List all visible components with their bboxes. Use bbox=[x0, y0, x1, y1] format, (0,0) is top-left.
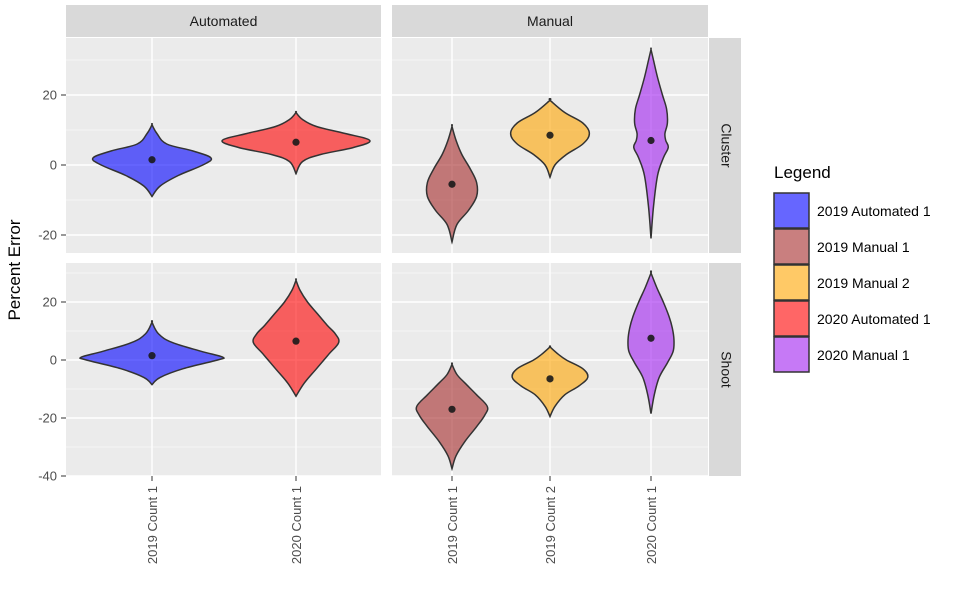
legend-label: 2020 Manual 1 bbox=[817, 347, 910, 363]
axes-layer: -20 0 20 -40 -20 0 20 2019 Count 1 2020 Count 1 2… bbox=[38, 88, 659, 565]
panels-layer bbox=[66, 38, 708, 477]
y-tick-label: 0 bbox=[50, 158, 57, 173]
mean-point bbox=[546, 375, 554, 383]
y-tick-label: -20 bbox=[38, 411, 57, 426]
mean-point bbox=[292, 138, 300, 146]
violin-2020-manual-1-shoot bbox=[627, 270, 675, 414]
legend-label: 2019 Manual 2 bbox=[817, 275, 910, 291]
mean-point bbox=[647, 136, 655, 145]
legend-title: Legend bbox=[774, 163, 831, 182]
mean-point bbox=[292, 337, 300, 345]
strip-manual bbox=[392, 5, 708, 37]
x-tick-label: 2020 Count 1 bbox=[644, 486, 659, 564]
y-tick-label: 0 bbox=[50, 353, 57, 368]
mean-point bbox=[448, 180, 456, 188]
violin-2019-manual-1-shoot bbox=[415, 362, 489, 472]
legend-label: 2019 Manual 1 bbox=[817, 239, 910, 255]
strips-layer: Automated Manual Cluster Shoot bbox=[66, 5, 741, 476]
x-tick-label: 2019 Count 1 bbox=[445, 486, 460, 564]
mean-point bbox=[148, 352, 156, 360]
legend-key-2019-automated-1 bbox=[773, 192, 810, 229]
mean-point bbox=[448, 405, 456, 413]
strip-label-automated: Automated bbox=[190, 13, 258, 29]
strip-label-manual: Manual bbox=[527, 13, 573, 29]
mean-point bbox=[647, 334, 655, 342]
y-tick-label: -40 bbox=[38, 469, 57, 484]
legend-key-2020-manual-1 bbox=[773, 336, 810, 373]
strip-label-shoot: Shoot bbox=[718, 351, 734, 388]
strip-label-cluster: Cluster bbox=[718, 123, 734, 168]
strip-cluster bbox=[709, 38, 741, 253]
mean-point bbox=[148, 156, 156, 164]
legend-label: 2020 Automated 1 bbox=[817, 311, 931, 327]
strip-shoot bbox=[709, 263, 741, 476]
y-axis-title: Percent Error bbox=[5, 219, 24, 320]
x-tick-label: 2019 Count 1 bbox=[145, 486, 160, 564]
legend: Legend 2019 Automated 1 2019 Manual 1 2019… bbox=[773, 163, 931, 373]
legend-key-2019-manual-2 bbox=[773, 264, 810, 301]
x-tick-label: 2020 Count 1 bbox=[289, 486, 304, 564]
x-tick-label: 2019 Count 2 bbox=[543, 486, 558, 564]
panel-bg-automated-shoot bbox=[66, 263, 381, 476]
legend-key-2020-automated-1 bbox=[773, 300, 810, 337]
legend-label: 2019 Automated 1 bbox=[817, 203, 931, 219]
y-tick-label: 20 bbox=[43, 295, 57, 310]
y-tick-label: -20 bbox=[38, 228, 57, 243]
y-tick-label: 20 bbox=[43, 88, 57, 103]
strip-automated bbox=[66, 5, 381, 37]
legend-key-2019-manual-1 bbox=[773, 228, 810, 265]
mean-point bbox=[546, 131, 554, 139]
